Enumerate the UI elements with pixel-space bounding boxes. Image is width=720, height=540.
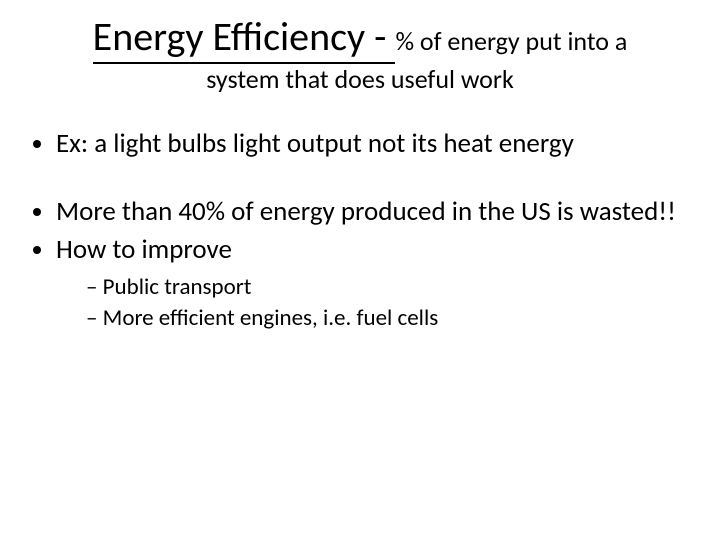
slide: Energy Efficiency - % of energy put into… xyxy=(0,0,720,540)
title-continuation: % of energy put into a xyxy=(395,25,627,57)
title-line2: system that does useful work xyxy=(58,63,662,95)
bullet-list: Ex: a light bulbs light output not its h… xyxy=(28,127,692,334)
bullet-item-text: How to improve xyxy=(56,233,232,266)
bullet-item: More than 40% of energy produced in the … xyxy=(56,195,692,229)
sub-bullet-item: More efficient engines, i.e. fuel cells xyxy=(86,303,692,334)
sub-bullet-list: Public transport More efficient engines,… xyxy=(56,272,692,334)
title-block: Energy Efficiency - % of energy put into… xyxy=(28,12,692,105)
bullet-item: Ex: a light bulbs light output not its h… xyxy=(56,127,692,161)
title-main: Energy Efficiency - xyxy=(93,12,396,64)
bullet-item: How to improve Public transport More eff… xyxy=(56,233,692,335)
sub-bullet-item: Public transport xyxy=(86,272,692,303)
title-line1: Energy Efficiency - % of energy put into… xyxy=(58,12,662,61)
